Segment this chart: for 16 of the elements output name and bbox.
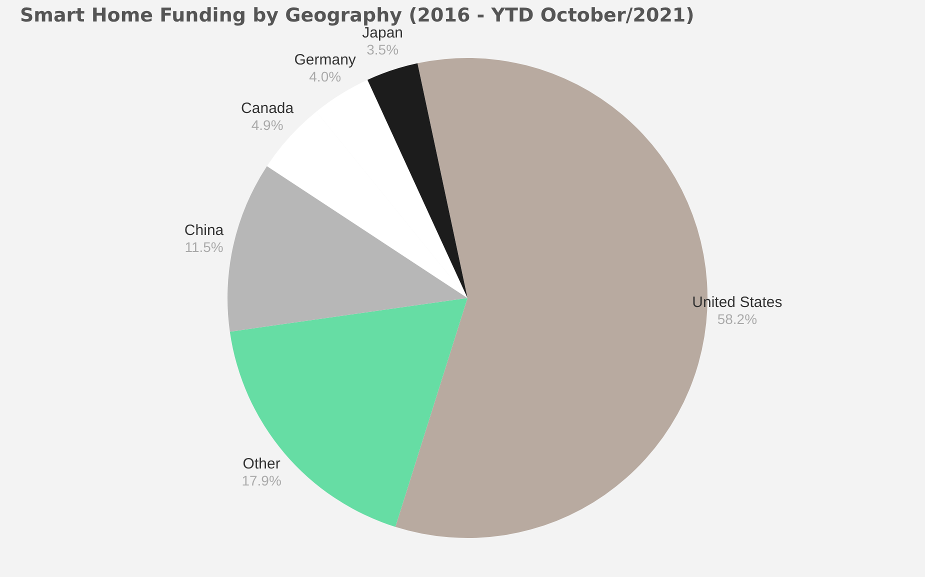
slice-label: United States (692, 294, 782, 311)
pie-slice (367, 63, 468, 298)
slice-label: Other (242, 456, 280, 473)
slice-label: Germany (294, 52, 356, 69)
slice-label: China (184, 222, 224, 239)
pie-slice (228, 166, 468, 332)
chart-title: Smart Home Funding by Geography (2016 - YTD October/2021) (20, 4, 694, 27)
pie-slice (230, 298, 468, 527)
slice-label: Canada (241, 100, 294, 117)
data-label: 4.9% (251, 116, 284, 133)
data-label: 3.5% (366, 42, 399, 58)
slice-label: Japan (362, 24, 404, 42)
data-label: 17.9% (242, 472, 282, 489)
data-label: 4.0% (309, 68, 342, 85)
data-label: 11.5% (184, 238, 224, 255)
data-label: 58.2% (717, 310, 758, 327)
